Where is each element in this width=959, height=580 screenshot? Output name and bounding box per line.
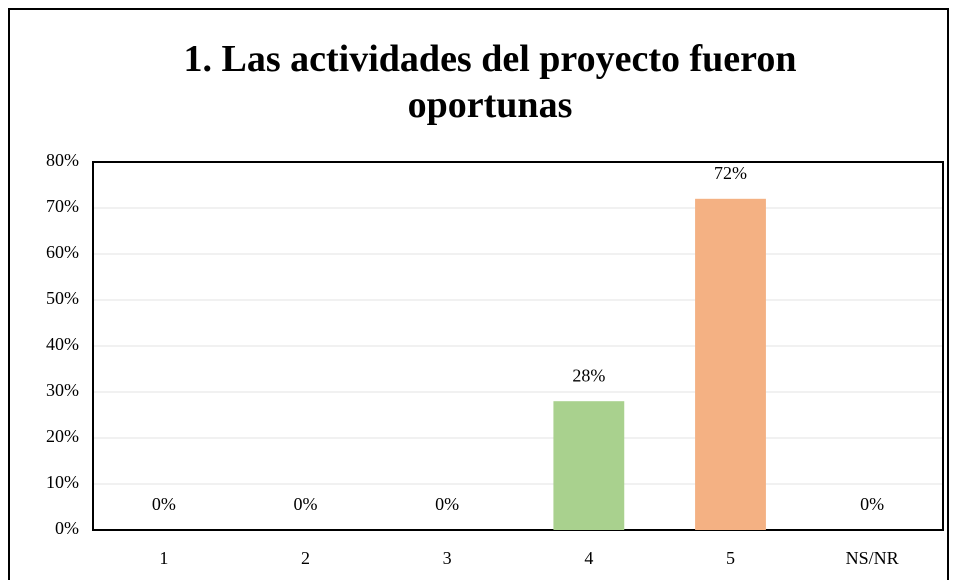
data-label: 28% xyxy=(572,365,605,385)
chart-frame xyxy=(8,8,949,580)
y-tick-label: 0% xyxy=(55,518,79,538)
x-tick-label: 2 xyxy=(301,548,310,568)
x-tick-label: 1 xyxy=(159,548,168,568)
data-label: 0% xyxy=(860,494,884,514)
data-label: 72% xyxy=(714,163,747,183)
y-tick-label: 80% xyxy=(46,150,79,170)
y-tick-label: 20% xyxy=(46,426,79,446)
y-tick-label: 60% xyxy=(46,242,79,262)
y-tick-label: 10% xyxy=(46,472,79,492)
bar xyxy=(553,401,625,530)
data-label: 0% xyxy=(435,494,459,514)
x-tick-label: 4 xyxy=(584,548,593,568)
y-tick-label: 40% xyxy=(46,334,79,354)
x-tick-label: 3 xyxy=(443,548,452,568)
chart-title: 1. Las actividades del proyecto fueron o… xyxy=(183,38,797,126)
y-tick-label: 50% xyxy=(46,288,79,308)
data-label: 0% xyxy=(152,494,176,514)
data-label: 0% xyxy=(294,494,318,514)
x-tick-label: 5 xyxy=(726,548,735,568)
plot-border xyxy=(92,161,944,531)
y-tick-label: 70% xyxy=(46,196,79,216)
x-tick-label: NS/NR xyxy=(846,548,899,568)
bar xyxy=(695,198,766,531)
y-tick-label: 30% xyxy=(46,380,79,400)
